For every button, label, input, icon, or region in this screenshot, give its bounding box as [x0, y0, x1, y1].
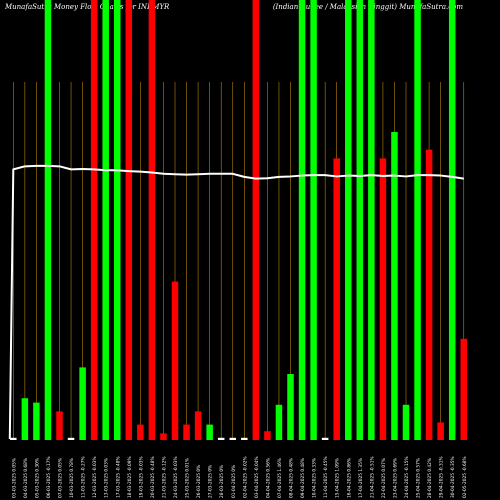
x-tick-label: 21-03-2025 -0.12% — [161, 456, 167, 498]
x-tick-label: 30-04-2025 -0.35% — [450, 456, 456, 498]
bar-28 — [333, 158, 340, 440]
x-tick-label: 07-03-2025 0.05% — [58, 458, 64, 498]
bar-16 — [194, 411, 202, 440]
bar-34 — [402, 404, 410, 440]
x-tick-label: 03-04-2025 -0.04% — [254, 456, 260, 498]
x-tick-label: 25-04-2025 0.57% — [416, 458, 422, 498]
bar-38 — [448, 0, 456, 440]
bar-20 — [241, 437, 248, 440]
x-tick-label: 09-04-2025 0.48% — [300, 458, 306, 498]
bar-29 — [345, 0, 352, 440]
bar-37 — [437, 422, 444, 440]
bar-11 — [137, 424, 144, 440]
x-tick-label: 15-04-2025 1.09% — [335, 458, 341, 498]
x-tick-label: 06-03-2025 -0.17% — [46, 456, 52, 498]
x-tick-label: 08-04-2025 0.48% — [289, 458, 295, 498]
bar-36 — [425, 149, 433, 440]
x-tick-label: 28-03-2025 0% — [219, 465, 225, 498]
x-tick-label: 10-04-2025 0.33% — [312, 458, 318, 498]
x-tick-label: 27-03-2025 0% — [208, 465, 214, 498]
bar-4 — [56, 411, 63, 440]
bar-1 — [21, 398, 29, 440]
x-tick-label: 03-03-2025 0.05% — [11, 458, 17, 498]
bar-31 — [368, 0, 375, 440]
x-tick-label: 24-04-2025 -0.15% — [404, 456, 410, 498]
x-tick-label: 01-04-2025 0% — [231, 465, 237, 498]
x-tick-label: 23-04-2025 0.69% — [392, 458, 398, 498]
bar-30 — [356, 0, 364, 440]
x-tick-label: 18-03-2025 -0.09% — [127, 456, 133, 498]
bar-8 — [102, 0, 109, 440]
bar-5 — [67, 437, 75, 440]
x-tick-label: 11-04-2025 -0.45% — [323, 456, 329, 498]
x-tick-label: 22-04-2025 0.07% — [381, 458, 387, 498]
chart-title: MunafaSutra Money Flow Charts for INRMYR — [5, 3, 170, 11]
chart-subtitle: (Indian Rupee / Malaysian Ringgit) Munaf… — [272, 3, 463, 11]
bar-9 — [114, 0, 121, 440]
x-tick-label: 05-03-2025 0.30% — [34, 458, 40, 498]
bar-series — [10, 0, 467, 440]
bar-23 — [275, 404, 283, 440]
bar-7 — [90, 0, 98, 440]
x-tick-label: 19-03-2025 -0.03% — [138, 456, 144, 498]
x-tick-label: 13-03-2025 0.03% — [104, 458, 110, 498]
x-tick-label: 29-04-2025 -0.31% — [439, 456, 445, 498]
x-tick-label: 11-03-2025 -0.27% — [81, 456, 87, 498]
bar-26 — [310, 0, 317, 440]
x-tick-label: 07-04-2025 1.46% — [277, 458, 283, 498]
x-tick-label: 12-03-2025 -0.03% — [92, 456, 98, 498]
bar-18 — [217, 437, 225, 440]
bar-14 — [171, 281, 179, 440]
x-tick-label: 04-03-2025 0.68% — [23, 458, 29, 498]
bar-35 — [414, 0, 421, 440]
average-line — [8, 164, 464, 440]
x-tick-label: 26-03-2025 0% — [196, 465, 202, 498]
x-tick-label: 25-03-2025 0.01% — [185, 458, 191, 498]
bar-3 — [44, 0, 52, 440]
x-tick-label: 16-04-2025 0.86% — [346, 458, 352, 498]
x-tick-label: 04-04-2025 0.56% — [265, 458, 271, 498]
x-tick-labels: 03-03-2025 0.05% 04-03-2025 0.68% 05-03-20… — [11, 456, 467, 498]
bar-32 — [379, 158, 387, 440]
bar-15 — [183, 424, 190, 440]
bar-27 — [321, 437, 329, 440]
bar-24 — [287, 374, 294, 440]
bar-6 — [79, 367, 86, 440]
bar-0 — [10, 437, 17, 440]
bar-13 — [160, 433, 167, 440]
bar-21 — [252, 0, 260, 440]
bar-25 — [298, 0, 306, 440]
bar-19 — [229, 437, 236, 440]
bar-2 — [33, 402, 40, 440]
bar-10 — [125, 0, 133, 440]
x-tick-label: 28-04-2025 0.42% — [427, 458, 433, 498]
x-tick-label: 24-03-2025 -0.03% — [173, 456, 179, 498]
bar-17 — [206, 424, 213, 440]
x-tick-label: 02-05-2025 -0.68% — [462, 456, 468, 498]
x-tick-label: 20-03-2025 -0.48% — [150, 456, 156, 498]
x-tick-label: 17-04-2025 1.35% — [358, 458, 364, 498]
x-tick-label: 10-03-2025 0.78% — [69, 458, 75, 498]
x-tick-label: 02-04-2025 -0.02% — [242, 456, 248, 498]
bar-33 — [391, 132, 398, 440]
bar-39 — [460, 338, 467, 440]
x-tick-label: 21-04-2025 -0.51% — [369, 456, 375, 498]
x-tick-label: 17-03-2025 -0.48% — [115, 456, 121, 498]
bar-22 — [264, 431, 271, 440]
bar-12 — [148, 0, 156, 440]
